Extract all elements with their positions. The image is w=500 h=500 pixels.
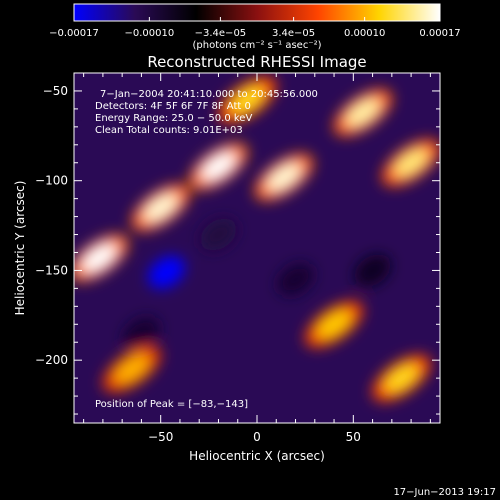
negative-source — [200, 218, 237, 251]
colorbar-tick-label: 0.00010 — [344, 28, 385, 39]
bright-source — [266, 163, 302, 192]
peak-annotation: Position of Peak = [−83,−143] — [95, 399, 248, 410]
negative-source — [148, 256, 185, 289]
time-range-annotation: 7−Jan−2004 20:41:10.000 to 20:45:56.000 — [100, 89, 318, 100]
footer-date: 17−Jun−2013 19:17 — [393, 487, 496, 498]
bright-source — [201, 152, 236, 181]
bright-source — [316, 310, 352, 339]
y-tick-label: −50 — [43, 84, 68, 98]
x-tick-label: −50 — [148, 430, 173, 444]
axes: −50 0 50 −50 −100 −150 −200 — [35, 72, 440, 444]
colorbar-gradient — [73, 3, 441, 22]
negative-source — [277, 263, 314, 296]
y-axis-label: Heliocentric Y (arcsec) — [13, 181, 27, 316]
y-tick-label: −150 — [35, 263, 68, 277]
chart-title: Reconstructed RHESSI Image — [147, 53, 366, 71]
bright-source — [230, 85, 265, 115]
negative-source — [123, 317, 160, 350]
x-axis-label: Heliocentric X (arcsec) — [189, 449, 325, 463]
x-tick-label: 0 — [253, 430, 261, 444]
x-tick-label: 50 — [346, 430, 361, 444]
bright-source — [114, 355, 150, 384]
heatmap-sources — [74, 76, 440, 402]
colorbar-ticks: −0.00017 −0.00010 −3.4e−05 3.4e−05 0.00010 0.… — [49, 17, 461, 39]
colorbar-tick-label: −0.00010 — [124, 28, 174, 39]
bright-source — [384, 364, 419, 393]
bright-source — [143, 193, 179, 222]
colorbar-tick-label: 0.00017 — [419, 28, 460, 39]
bright-source — [345, 98, 381, 127]
bright-source — [81, 243, 117, 272]
colorbar-tick-label: −3.4e−05 — [195, 28, 247, 39]
clean-annotation: Clean Total counts: 9.01E+03 — [95, 125, 243, 136]
negative-source — [354, 254, 391, 287]
energy-annotation: Energy Range: 25.0 − 50.0 keV — [95, 113, 252, 124]
y-tick-label: −100 — [35, 174, 68, 188]
bright-source — [393, 148, 429, 177]
colorbar-tick-label: 3.4e−05 — [272, 28, 315, 39]
annotations: 7−Jan−2004 20:41:10.000 to 20:45:56.000 … — [95, 89, 318, 410]
detectors-annotation: Detectors: 4F 5F 6F 7F 8F Att 0 — [95, 101, 251, 112]
colorbar-unit-label: (photons cm⁻² s⁻¹ asec⁻²) — [192, 40, 321, 51]
colorbar: −0.00017 −0.00010 −3.4e−05 3.4e−05 0.00010 0.… — [49, 3, 461, 51]
colorbar-tick-label: −0.00017 — [49, 28, 99, 39]
y-tick-label: −200 — [35, 353, 68, 367]
heatmap-image — [74, 73, 440, 423]
